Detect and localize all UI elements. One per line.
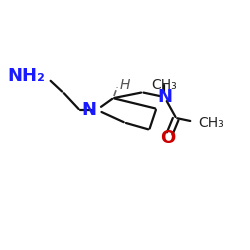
- Text: N: N: [82, 101, 97, 119]
- Text: O: O: [160, 129, 176, 147]
- Text: NH₂: NH₂: [8, 67, 46, 85]
- Text: CH₃: CH₃: [198, 116, 224, 130]
- Text: N: N: [157, 88, 172, 106]
- Text: CH₃: CH₃: [152, 78, 177, 92]
- Text: H: H: [120, 78, 130, 92]
